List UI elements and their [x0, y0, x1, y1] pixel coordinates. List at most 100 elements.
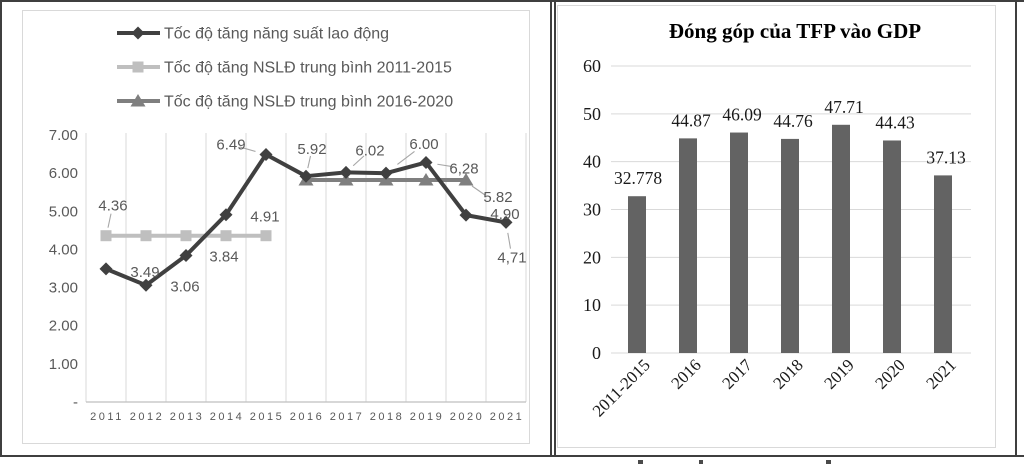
tfp-bar-chart: Đóng góp của TFP vào GDP 60 50 40 30 20 10 0 32.…: [557, 5, 996, 448]
square-marker: [100, 230, 112, 242]
table-border-top: [0, 0, 1024, 2]
data-label-leader-line: [507, 232, 512, 249]
data-label: 4.91: [250, 209, 279, 226]
bar-2018: [781, 138, 799, 353]
right-chart-panel: Đóng góp của TFP vào GDP 60 50 40 30 20 10 0 32.…: [547, 0, 1024, 457]
y-axis-tick-label: 2.00: [49, 318, 78, 335]
y-axis-tick-label: 7.00: [49, 127, 78, 144]
y-axis-tick-label: 10: [583, 295, 601, 315]
x-axis-tick-label: 2013: [170, 411, 204, 423]
diamond-marker: [259, 147, 273, 161]
diamond-marker: [339, 165, 353, 179]
y-axis-tick-label: 3.00: [49, 280, 78, 297]
y-axis-tick-label: 40: [583, 152, 601, 172]
y-axis-tick-label: 4.00: [49, 241, 78, 258]
data-label-leader-line: [307, 155, 312, 169]
data-label: 3.84: [209, 249, 238, 266]
productivity-line-chart: 7.00 6.00 5.00 4.00 3.00 2.00 1.00 -2011 2012 201…: [22, 10, 530, 444]
x-axis-tick-label: 2018: [370, 411, 404, 423]
data-label-leader-line: [437, 163, 455, 168]
bar-value-label: 47.71: [824, 97, 863, 117]
legend-item: Tốc độ tăng NSLĐ trung bình 2016-2020: [117, 94, 453, 111]
y-axis-tick-label: -: [73, 394, 78, 411]
x-axis-tick-label: 2016: [290, 411, 324, 423]
triangle-marker: [130, 94, 146, 107]
diamond-marker: [99, 262, 113, 276]
bar-2011-2015: [628, 196, 646, 353]
data-label-leader-line: [397, 150, 415, 165]
chart-frame: [22, 10, 530, 444]
diamond-marker: [219, 208, 233, 222]
square-marker: [180, 230, 192, 242]
x-axis-tick-label: 2015: [250, 411, 284, 423]
cutoff-caption-glyph: [826, 460, 831, 464]
bar-2021: [934, 175, 952, 353]
x-axis-tick-label: 2020: [450, 411, 484, 423]
diamond-marker: [179, 249, 193, 263]
data-label: 5.92: [297, 141, 326, 158]
triangle-marker: [458, 173, 474, 186]
data-label: 4.90: [490, 206, 519, 223]
diamond-marker: [459, 208, 473, 222]
bar-2019: [832, 124, 850, 353]
y-axis-tick-label: 6.00: [49, 165, 78, 182]
y-axis-tick-label: 30: [583, 200, 601, 220]
legend-label: Tốc độ tăng NSLĐ trung bình 2016-2020: [164, 94, 453, 111]
legend-label: Tốc độ tăng năng suất lao động: [164, 26, 389, 43]
triangle-marker: [418, 173, 434, 186]
table-border-right: [1015, 2, 1017, 455]
y-axis-tick-label: 50: [583, 104, 601, 124]
data-label: 4.36: [98, 198, 127, 215]
data-label-leader-line: [471, 185, 486, 196]
diamond-marker: [379, 166, 393, 180]
diamond-marker: [299, 169, 313, 183]
bar-2017: [730, 132, 748, 353]
legend-item: Tốc độ tăng năng suất lao động: [117, 26, 389, 43]
bar-value-label: 44.76: [773, 111, 813, 131]
data-label: 6.02: [355, 142, 384, 159]
y-axis-tick-label: 20: [583, 247, 601, 267]
square-marker: [220, 230, 232, 242]
diamond-marker: [499, 215, 513, 229]
cutoff-caption-glyph: [699, 460, 703, 464]
table-border-bottom: [0, 455, 1024, 457]
data-label: 6,28: [449, 160, 478, 177]
y-axis-tick-label: 1.00: [49, 356, 78, 373]
x-axis-tick-label: 2017: [330, 411, 364, 423]
x-axis-tick-label: 2011: [90, 411, 124, 423]
data-label: 3.06: [170, 278, 199, 295]
bar-2016: [679, 138, 697, 353]
square-marker: [140, 230, 152, 242]
bar-2020: [883, 140, 901, 353]
x-axis-tick-label: 2014: [210, 411, 244, 423]
legend-label: Tốc độ tăng NSLĐ trung bình 2011-2015: [164, 60, 452, 77]
left-chart-panel: 7.00 6.00 5.00 4.00 3.00 2.00 1.00 -2011 2012 201…: [22, 10, 530, 444]
panel-divider-line: [554, 2, 556, 455]
data-label: 5.82: [483, 189, 512, 206]
x-axis-tick-label: 2012: [130, 411, 164, 423]
data-label-leader-line: [352, 155, 365, 167]
data-label: 6.00: [409, 136, 438, 153]
chart-title: Đóng góp của TFP vào GDP: [669, 19, 921, 43]
bar-value-label: 32.778: [614, 168, 662, 188]
panel-divider-line: [550, 2, 552, 455]
diamond-marker: [419, 155, 433, 169]
y-axis-tick-label: 0: [592, 343, 601, 363]
x-axis-tick-label: 2021: [490, 411, 524, 423]
cutoff-caption-glyph: [638, 460, 643, 464]
square-marker: [132, 61, 144, 73]
bar-value-label: 44.43: [875, 112, 915, 132]
triangle-marker: [338, 173, 354, 186]
data-label: 6.49: [216, 136, 245, 153]
bar-value-label: 44.87: [671, 110, 711, 130]
bar-value-label: 46.09: [722, 105, 762, 125]
data-label: 4,71: [497, 249, 526, 266]
y-axis-tick-label: 5.00: [49, 203, 78, 220]
table-border-left: [0, 0, 2, 457]
legend-item: Tốc độ tăng NSLĐ trung bình 2011-2015: [117, 60, 452, 77]
diamond-marker: [131, 26, 145, 40]
x-axis-tick-label: 2019: [410, 411, 444, 423]
data-label: 3.49: [130, 264, 159, 281]
square-marker: [260, 230, 272, 242]
